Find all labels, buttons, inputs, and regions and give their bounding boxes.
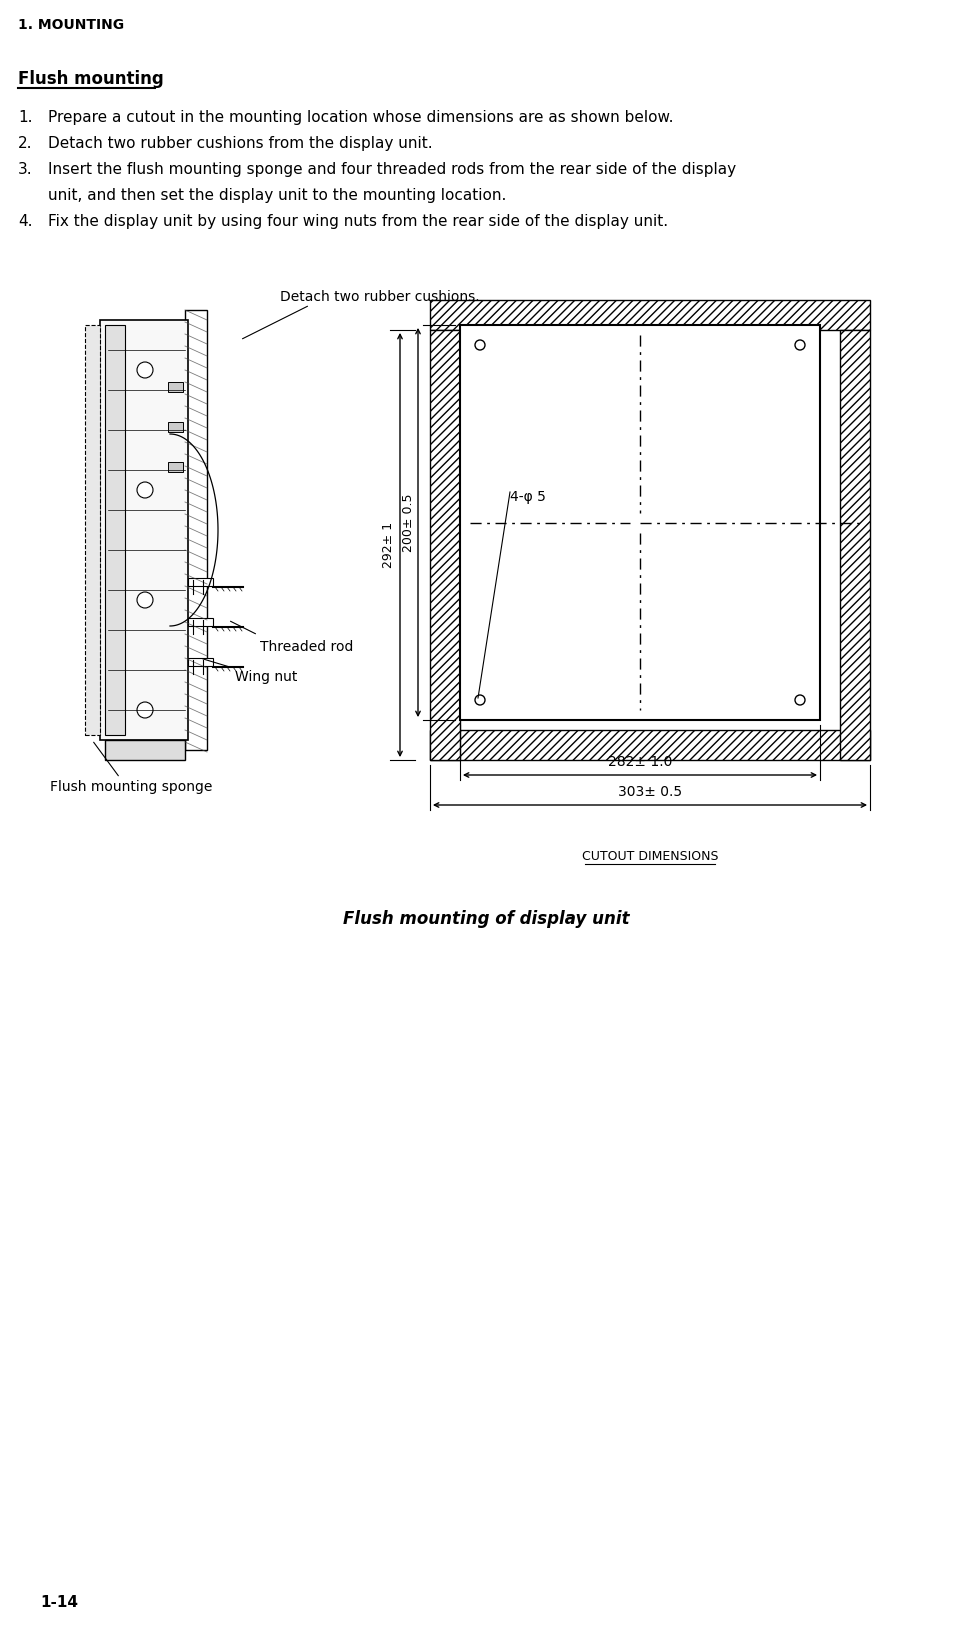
Bar [430,300,870,330]
Circle shape [137,702,153,718]
Bar [840,330,870,760]
Circle shape [795,340,805,350]
Bar [85,326,100,734]
Text: Fix the display unit by using four wing nuts from the rear side of the display u: Fix the display unit by using four wing … [48,213,668,230]
Circle shape [475,695,485,705]
Bar [105,326,125,734]
Circle shape [137,361,153,378]
Text: Prepare a cutout in the mounting location whose dimensions are as shown below.: Prepare a cutout in the mounting locatio… [48,111,673,125]
Circle shape [475,340,485,350]
Text: 2.: 2. [18,137,32,151]
Text: 4.: 4. [18,213,32,230]
Bar [430,729,870,760]
Bar [460,326,820,720]
Text: 303± 0.5: 303± 0.5 [618,785,682,799]
Text: Wing nut: Wing nut [235,671,298,684]
Bar [168,422,183,431]
Bar [185,309,207,751]
Text: Threaded rod: Threaded rod [260,640,353,654]
Text: 292± 1: 292± 1 [382,523,395,568]
Text: 1.: 1. [18,111,32,125]
Bar [188,619,213,627]
Text: 4-φ 5: 4-φ 5 [510,490,546,505]
Circle shape [795,695,805,705]
Text: Detach two rubber cushions from the display unit.: Detach two rubber cushions from the disp… [48,137,433,151]
Text: Flush mounting of display unit: Flush mounting of display unit [342,910,630,928]
Text: Insert the flush mounting sponge and four threaded rods from the rear side of th: Insert the flush mounting sponge and fou… [48,163,737,177]
Bar [430,330,460,760]
Text: 1-14: 1-14 [40,1595,78,1610]
Text: 1. MOUNTING: 1. MOUNTING [18,18,125,33]
Bar [105,741,185,760]
Text: 200± 0.5: 200± 0.5 [402,493,415,552]
Text: CUTOUT DIMENSIONS: CUTOUT DIMENSIONS [582,850,718,863]
Bar [188,578,213,586]
Bar [188,658,213,666]
Text: Flush mounting sponge: Flush mounting sponge [50,780,212,794]
Bar [168,383,183,392]
Bar [168,462,183,472]
Text: unit, and then set the display unit to the mounting location.: unit, and then set the display unit to t… [48,187,506,204]
Circle shape [137,482,153,498]
Circle shape [137,593,153,607]
Text: 3.: 3. [18,163,33,177]
Bar [100,321,188,741]
Text: Flush mounting: Flush mounting [18,70,163,88]
Text: 282± 1.0: 282± 1.0 [608,755,672,768]
Text: Detach two rubber cushions.: Detach two rubber cushions. [280,290,480,304]
